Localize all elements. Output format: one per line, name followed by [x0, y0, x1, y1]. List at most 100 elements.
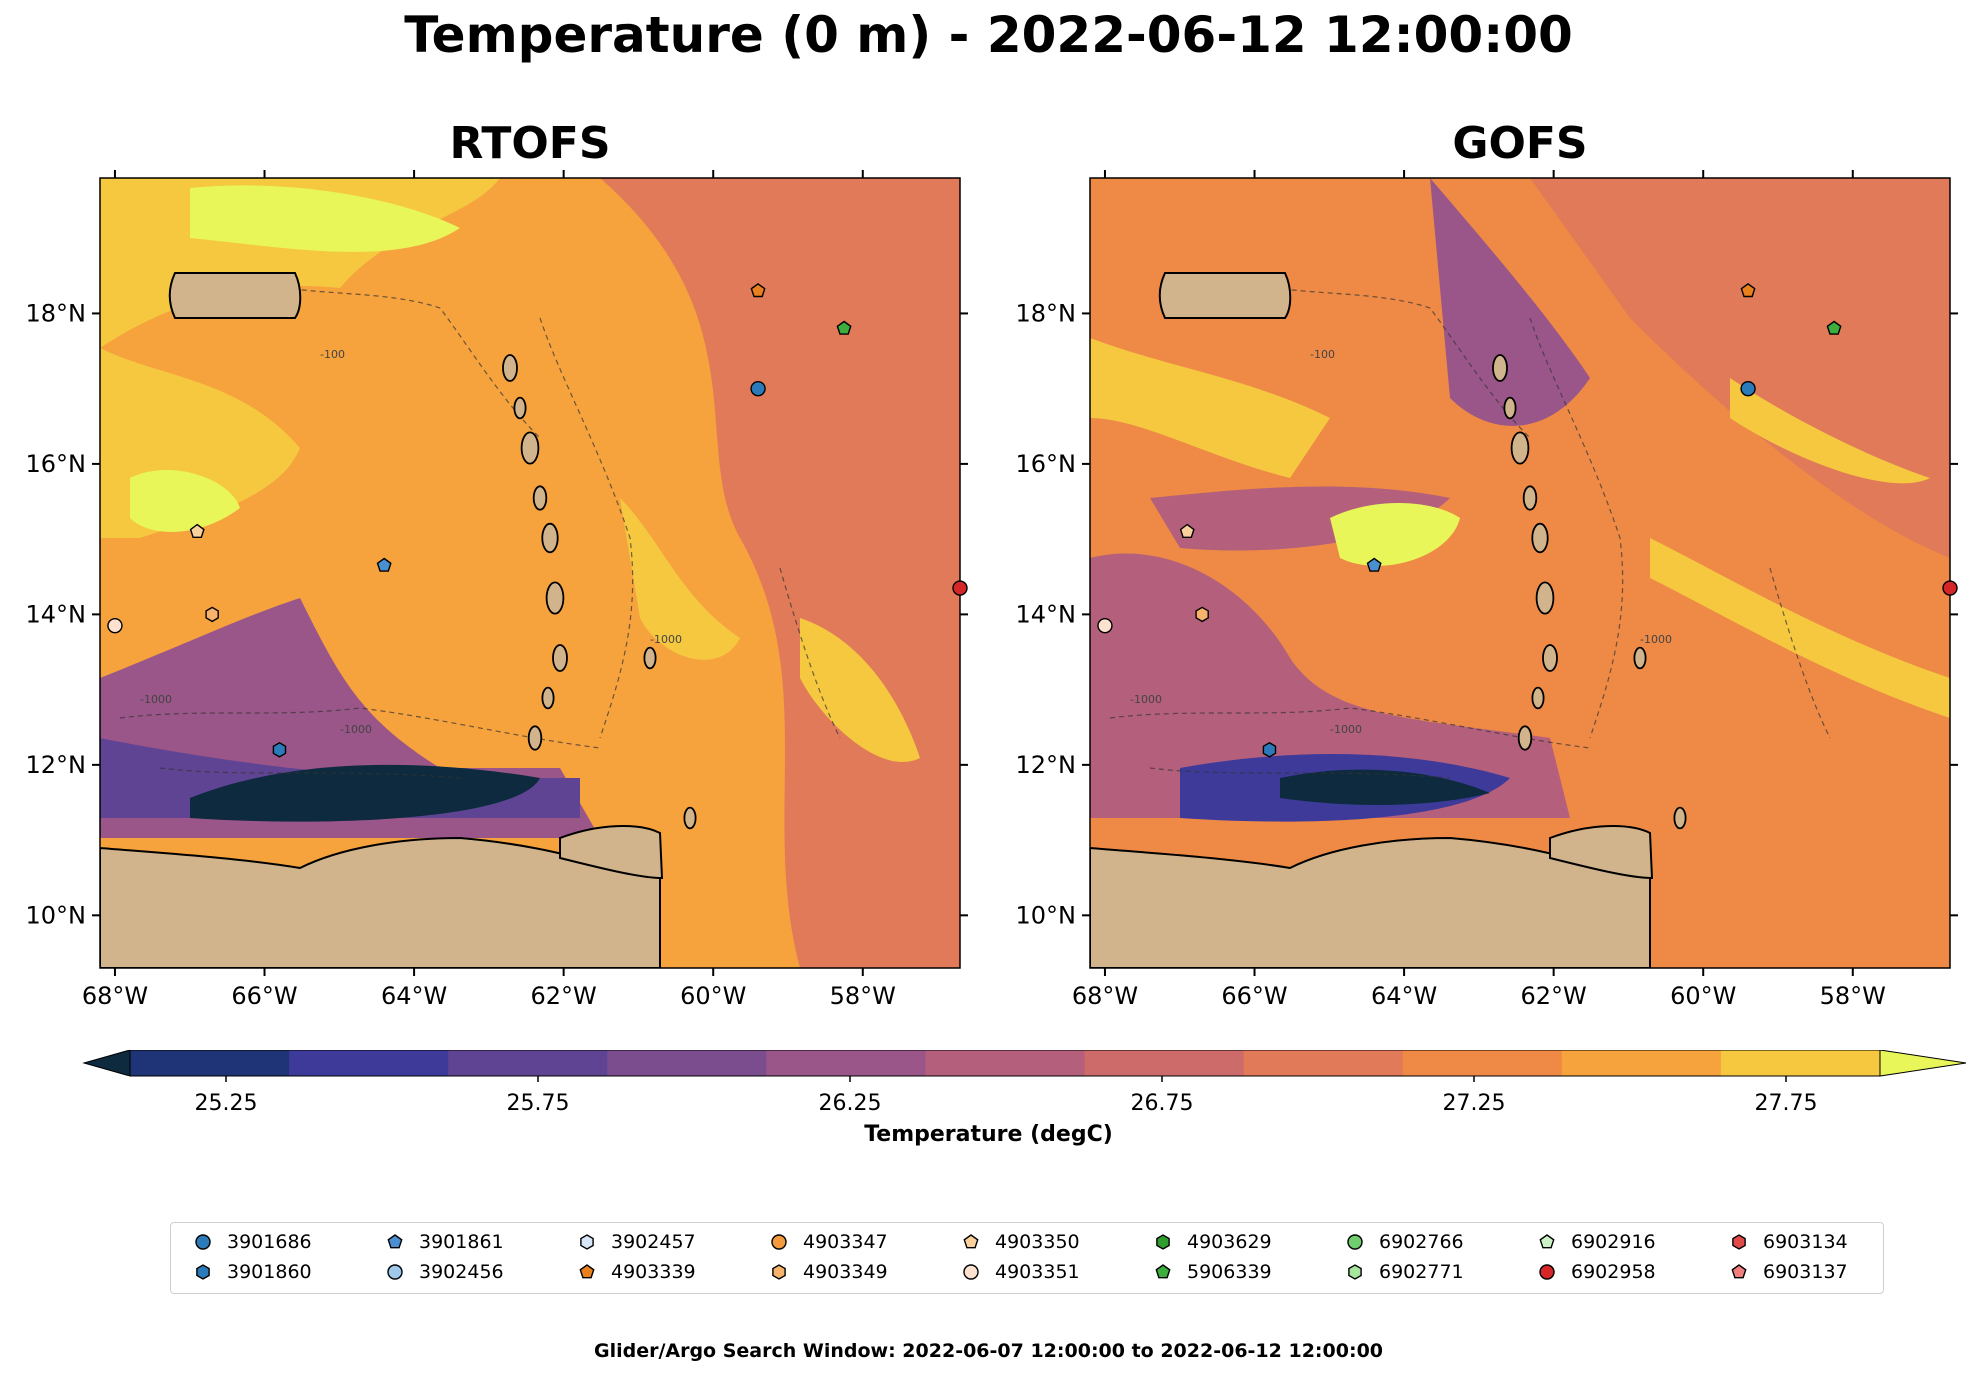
island: [1492, 354, 1508, 382]
legend-marker-icon: [1539, 1234, 1555, 1249]
island: [527, 725, 543, 751]
lat-tick-label: 14°N: [1016, 600, 1077, 628]
map-rtofs: -1000 -1000 -100 -1000 18°N 16°N 14°N 12°N 10°N 6…: [26, 170, 968, 1010]
lat-tick-label: 10°N: [26, 901, 87, 929]
lon-tick-label: 58°W: [1820, 982, 1886, 1010]
island: [1510, 431, 1530, 465]
colorbar-segment: [925, 1050, 1086, 1076]
landmass: [559, 825, 664, 880]
search-window-caption: Glider/Argo Search Window: 2022-06-07 12…: [593, 1340, 1384, 1362]
colorbar: 25.25 25.75 26.25 26.75 27.25 27.75: [82, 1050, 1967, 1116]
map-gofs: -1000 -1000 -100 -1000 18°N 16°N 14°N 12°N 10°N 6…: [1016, 170, 1958, 1010]
temperature-field: -1000 -1000 -100 -1000: [1090, 178, 1950, 968]
legend-item: 6903134: [1729, 1229, 1919, 1255]
legend-marker-icon: [195, 1234, 211, 1250]
float-marker-5906339: [1826, 320, 1842, 335]
island: [1503, 396, 1517, 420]
float-marker-3901861: [376, 557, 392, 572]
legend-label: 4903347: [803, 1231, 888, 1253]
temperature-contour-region: [1650, 538, 1950, 718]
colorbar-segment: [448, 1050, 608, 1076]
temperature-contour-region: [190, 764, 540, 822]
temperature-contour-region: [1330, 503, 1460, 566]
float-marker-3901860: [272, 741, 287, 758]
lon-tick-label: 62°W: [531, 982, 597, 1010]
legend-label: 6902771: [1379, 1261, 1464, 1283]
lat-tick-label: 18°N: [26, 299, 87, 327]
colorbar-tick-label: 25.25: [195, 1091, 258, 1116]
colorbar-segment: [1243, 1050, 1404, 1076]
legend-item: 6902766: [1345, 1229, 1535, 1255]
bathymetry-contour-label: -1000: [650, 633, 682, 646]
bathymetry-contour-label: -1000: [1130, 693, 1162, 706]
temperature-contour-region: [600, 178, 960, 968]
lat-tick-label: 16°N: [26, 450, 87, 478]
legend-marker-icon: [387, 1264, 403, 1280]
island: [520, 431, 540, 465]
temperature-contour-region: [800, 618, 920, 762]
lat-tick-label: 14°N: [26, 600, 87, 628]
legend-item: 4903349: [769, 1259, 959, 1285]
island: [1531, 522, 1549, 554]
temperature-contour-region: [1090, 553, 1570, 818]
float-marker-4903351: [1097, 617, 1113, 634]
island: [545, 581, 565, 615]
lon-tick-label: 66°W: [231, 982, 297, 1010]
legend-label: 3901860: [227, 1261, 312, 1283]
legend-label: 3901861: [419, 1231, 504, 1253]
temperature-contour-region: [130, 469, 240, 532]
legend-marker-icon: [1347, 1234, 1363, 1250]
legend-label: 4903349: [803, 1261, 888, 1283]
temperature-contour-region: [1280, 769, 1490, 805]
bathymetry-contour-label: -100: [320, 348, 345, 361]
legend-item: 5906339: [1153, 1259, 1343, 1285]
legend-marker-icon: [1156, 1234, 1170, 1250]
temperature-contour-region: [1150, 486, 1450, 551]
lon-tick-label: 66°W: [1221, 982, 1287, 1010]
island: [1522, 485, 1538, 511]
lat-tick-label: 16°N: [1016, 450, 1077, 478]
float-legend: 3901686 3901860 3901861 3902456 3902457 49033…: [170, 1222, 1884, 1294]
legend-label: 3902456: [419, 1261, 504, 1283]
colorbar-segment: [130, 1050, 290, 1076]
legend-marker-icon: [579, 1264, 595, 1279]
legend-item: 6902958: [1537, 1259, 1727, 1285]
legend-item: 4903351: [961, 1259, 1151, 1285]
legend-marker-icon: [1155, 1264, 1171, 1279]
temperature-contour-region: [1730, 378, 1930, 484]
bathymetry-contour: [1109, 707, 1591, 749]
landmass: [1549, 825, 1654, 880]
legend-marker-icon: [580, 1234, 594, 1250]
island: [1517, 725, 1533, 751]
legend-item: 4903347: [769, 1229, 959, 1255]
legend-item: 3901861: [385, 1229, 575, 1255]
island: [1633, 646, 1647, 670]
bathymetry-contour-label: -1000: [140, 693, 172, 706]
panel-title-gofs: GOFS: [1452, 118, 1588, 169]
legend-marker-icon: [771, 1234, 787, 1250]
legend-marker-icon: [1732, 1234, 1746, 1250]
legend-item: 4903339: [577, 1259, 767, 1285]
legend-label: 6902766: [1379, 1231, 1464, 1253]
island: [683, 806, 697, 830]
float-marker-6902958: [1942, 580, 1958, 596]
legend-label: 6902916: [1571, 1231, 1656, 1253]
legend-marker-icon: [196, 1264, 210, 1280]
panel-gofs: GOFS -1000 -1000 -100 -1000 18°N 16°N 14°N 12°N…: [1016, 118, 1958, 1018]
bathymetry-contour: [539, 317, 634, 739]
island: [552, 644, 568, 672]
bathymetry-contour-label: -1000: [1330, 723, 1362, 736]
lat-tick-label: 12°N: [26, 751, 87, 779]
lon-tick-label: 62°W: [1521, 982, 1587, 1010]
colorbar-segment: [1561, 1050, 1722, 1076]
bathymetry-contour: [1149, 767, 1451, 779]
bathymetry-contour: [1769, 567, 1831, 739]
legend-item: 6903137: [1729, 1259, 1919, 1285]
legend-marker-icon: [963, 1234, 979, 1249]
island: [532, 485, 548, 511]
legend-label: 3902457: [611, 1231, 696, 1253]
legend-marker-icon: [1731, 1264, 1747, 1279]
colorbar-segment: [766, 1050, 926, 1076]
legend-label: 4903351: [995, 1261, 1080, 1283]
legend-item: 4903629: [1153, 1229, 1343, 1255]
